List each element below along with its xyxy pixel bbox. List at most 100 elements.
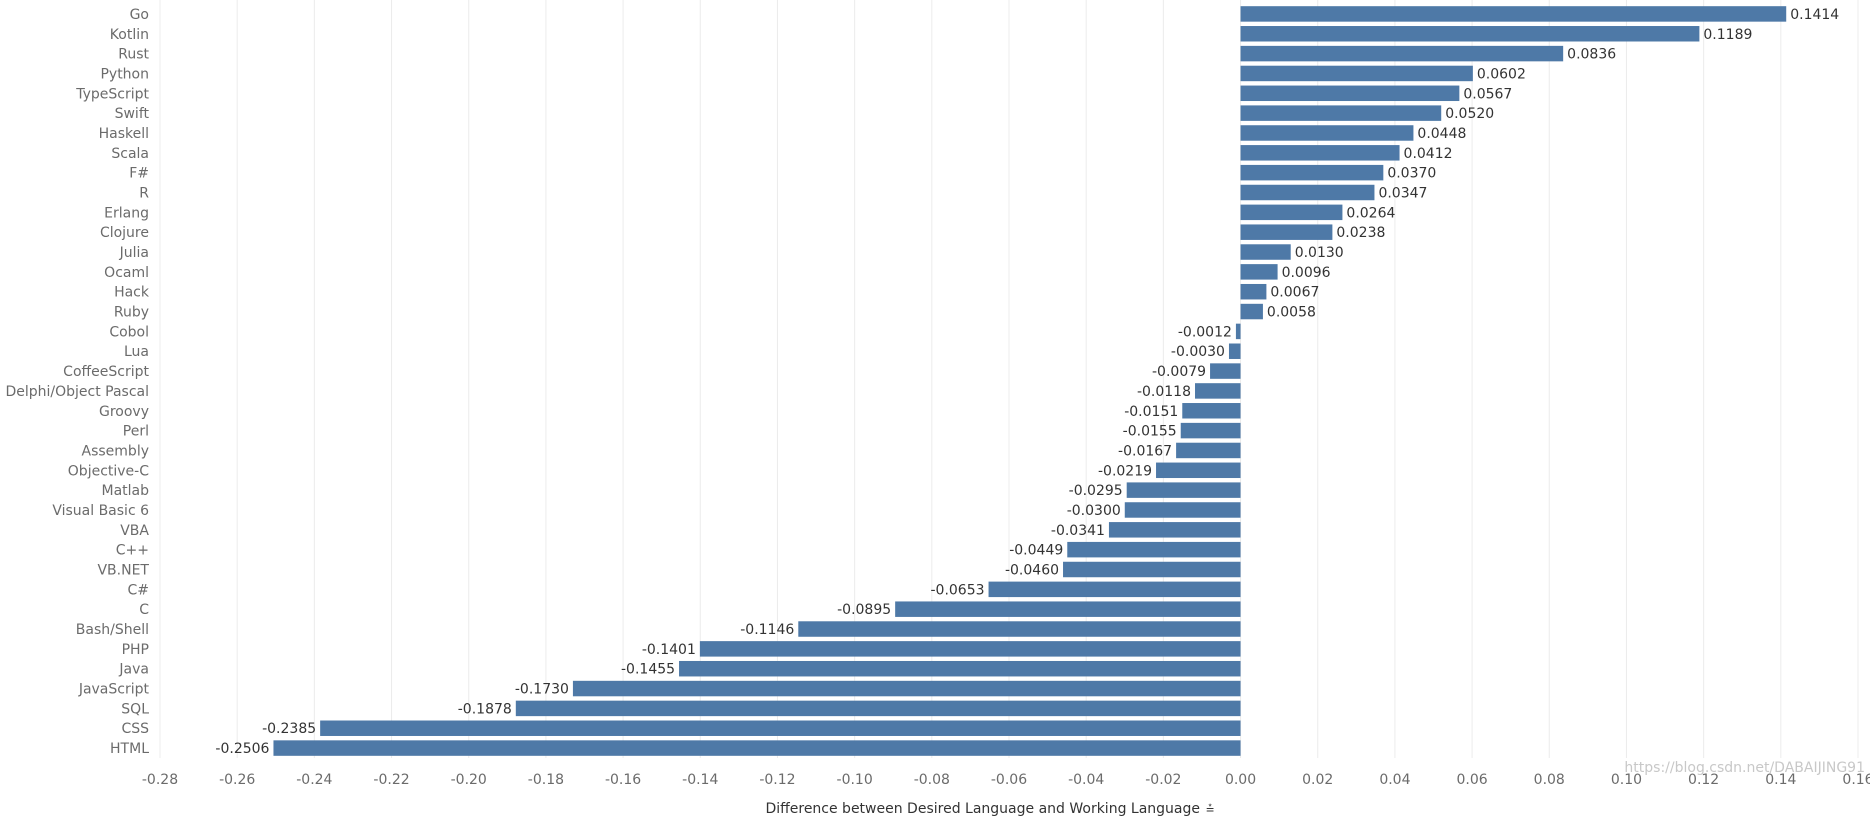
bar[interactable] [1176,442,1241,459]
x-tick-label: 0.04 [1379,772,1410,788]
bar[interactable] [895,601,1241,617]
category-label: VBA [120,523,149,539]
x-tick-label: -0.20 [451,772,487,788]
value-label: -0.1455 [621,662,675,678]
bar[interactable] [320,720,1241,736]
value-label: 0.0130 [1295,245,1344,261]
value-label: -0.0030 [1171,344,1225,360]
bar[interactable] [273,740,1241,756]
bar[interactable] [1067,541,1241,558]
x-tick-labels: -0.28 -0.26 -0.24 -0.22 -0.20 -0.18 -0.16 -0.14… [142,772,1870,788]
value-label: 0.0836 [1567,47,1616,63]
bar[interactable] [1240,45,1564,62]
x-tick-label: -0.08 [914,772,950,788]
bar[interactable] [1240,125,1414,141]
category-label: Kotlin [110,27,149,43]
value-label: -0.0151 [1124,404,1178,420]
value-label: -0.0167 [1118,443,1172,459]
value-label: -0.1146 [740,622,794,638]
bar[interactable] [1240,145,1400,161]
bar[interactable] [1240,264,1278,280]
x-tick-label: 0.00 [1225,772,1256,788]
category-label: C# [127,582,149,598]
category-label: Java [118,662,149,678]
x-tick-label: 0.12 [1688,772,1719,788]
category-label: Objective-C [68,463,149,479]
bar[interactable] [1235,323,1241,340]
bar[interactable] [679,660,1241,677]
bar[interactable] [1124,502,1241,518]
value-label: -0.1401 [642,642,696,658]
value-label: 0.0520 [1445,106,1494,122]
sort-descending-icon[interactable]: ⩮ [1206,801,1214,817]
category-label: Ruby [114,305,149,321]
bar[interactable] [1126,482,1241,498]
x-tick-label: -0.24 [296,772,332,788]
bar[interactable] [1195,383,1241,399]
category-label: Scala [111,146,149,162]
bar[interactable] [699,641,1241,657]
x-tick-label: -0.06 [991,772,1027,788]
bar[interactable] [1063,561,1241,578]
bar[interactable] [1240,303,1263,320]
x-tick-label: -0.14 [682,772,718,788]
bar[interactable] [1228,343,1241,359]
x-tick-label: -0.16 [605,772,641,788]
bar[interactable] [1240,26,1700,42]
x-tick-label: -0.26 [219,772,255,788]
bar[interactable] [1240,224,1333,240]
category-label: Python [100,66,149,82]
bar[interactable] [988,581,1241,598]
x-tick-label: 0.14 [1765,772,1796,788]
category-label: Hack [114,285,150,301]
category-label: Swift [115,106,150,122]
value-label: -0.2506 [215,741,269,757]
bar[interactable] [1240,283,1267,300]
bar[interactable] [572,680,1241,697]
bar[interactable] [1156,462,1241,479]
bar[interactable] [1182,403,1241,419]
category-label: Julia [119,245,149,261]
bar[interactable] [798,621,1241,637]
x-axis-title: Difference between Desired Language and … [765,801,1200,817]
value-labels: 0.1414 0.1189 0.0836 0.0602 0.0567 0.0520 0.04… [215,7,1839,757]
category-label: Clojure [100,225,149,241]
bar[interactable] [1108,522,1241,538]
category-label: C [139,602,149,618]
bar[interactable] [1240,184,1375,201]
bar[interactable] [1240,105,1442,121]
bar[interactable] [1240,6,1787,22]
category-label: F# [129,166,149,182]
category-label: Assembly [82,443,149,459]
category-label: HTML [110,741,149,757]
value-label: -0.0341 [1051,523,1105,539]
x-tick-label: 0.06 [1457,772,1488,788]
category-label: Perl [123,424,149,440]
category-label: Go [130,7,149,23]
x-tick-label: 0.16 [1842,772,1870,788]
bar[interactable] [1240,65,1473,82]
value-label: 0.1189 [1703,27,1752,43]
value-label: -0.0295 [1069,483,1123,499]
bar[interactable] [515,700,1241,717]
category-label: Haskell [99,126,149,142]
value-label: -0.0118 [1137,384,1191,400]
bar[interactable] [1240,204,1343,221]
category-label: C++ [116,543,149,559]
x-tick-label: 0.10 [1611,772,1642,788]
value-label: 0.0448 [1417,126,1466,142]
category-label: Erlang [104,205,149,221]
bar[interactable] [1180,422,1241,439]
bar[interactable] [1240,85,1460,102]
value-label: -0.0219 [1098,463,1152,479]
category-label: Delphi/Object Pascal [5,384,149,400]
value-label: -0.0895 [837,602,891,618]
value-label: -0.0653 [930,582,984,598]
bar[interactable] [1240,164,1384,181]
bar[interactable] [1240,244,1291,260]
value-label: -0.1730 [515,682,569,698]
category-label: Lua [124,344,149,360]
value-label: 0.0347 [1378,186,1427,202]
bar[interactable] [1210,363,1241,379]
